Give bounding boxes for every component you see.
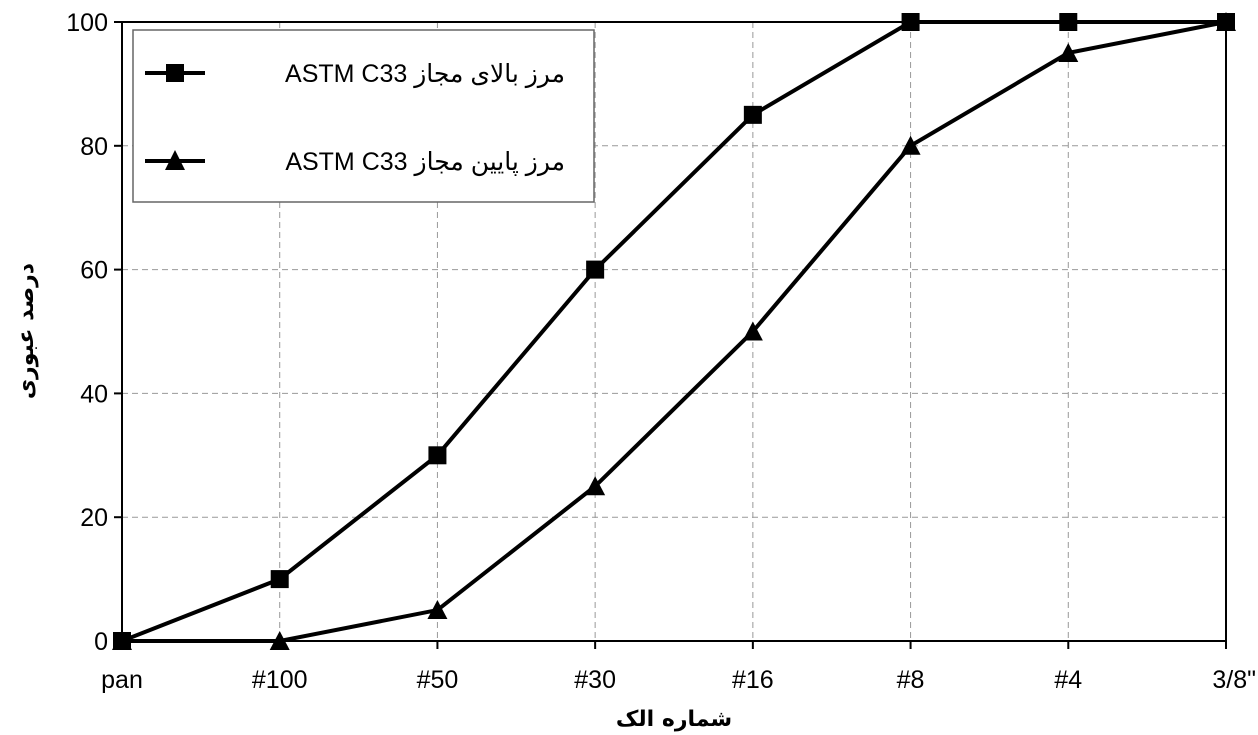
data-point-triangle xyxy=(269,631,290,650)
plot-area-frame xyxy=(121,21,1227,642)
legend: مرز بالای مجاز ASTM C33 مرز پایین مجاز A… xyxy=(132,29,595,203)
legend-marker-triangle xyxy=(165,150,185,170)
data-point-triangle xyxy=(1058,42,1079,62)
data-point-triangle xyxy=(900,135,921,155)
series-layer xyxy=(112,12,1236,650)
data-point-square xyxy=(270,570,289,589)
data-point-triangle xyxy=(112,631,132,650)
x-tick-label: #4 xyxy=(1054,666,1082,694)
y-tick-label: 40 xyxy=(80,380,108,408)
data-point-square xyxy=(901,13,920,31)
y-tick-label: 100 xyxy=(66,9,108,37)
data-point-square xyxy=(743,105,762,124)
data-point-square xyxy=(1059,13,1078,31)
x-axis-ticks: pan #100 #50 #30 #16 #8 #4 3/8" xyxy=(101,641,1256,694)
series-line-lower xyxy=(122,20,1227,643)
data-point-triangle xyxy=(1216,12,1236,31)
x-tick-label: #30 xyxy=(574,666,616,694)
y-axis-title: درصد عبوری xyxy=(14,263,39,399)
data-point-triangle xyxy=(585,476,606,496)
y-tick-label: 60 xyxy=(80,257,108,285)
data-point-triangle xyxy=(427,600,448,620)
x-tick-label: #100 xyxy=(252,666,308,694)
y-tick-label: 80 xyxy=(80,133,108,161)
data-point-triangle xyxy=(742,321,763,341)
legend-label-upper: مرز بالای مجاز ASTM C33 xyxy=(285,60,565,89)
data-point-square xyxy=(428,446,447,465)
y-axis-ticks: 0 20 40 60 80 100 xyxy=(66,9,122,656)
x-tick-label: #8 xyxy=(897,666,925,694)
legend-label-lower: مرز پایین مجاز ASTM C33 xyxy=(285,148,565,177)
legend-marker-square xyxy=(166,64,184,82)
x-tick-label: pan xyxy=(101,666,143,694)
y-tick-label: 20 xyxy=(80,504,108,532)
y-tick-label: 0 xyxy=(94,628,108,656)
x-tick-label: #16 xyxy=(732,666,774,694)
x-tick-label: #50 xyxy=(417,666,459,694)
legend-box xyxy=(132,29,595,203)
x-axis-title: شماره الک xyxy=(616,707,732,732)
data-point-square xyxy=(586,260,605,279)
series-line-upper xyxy=(121,20,1226,643)
x-tick-label: 3/8" xyxy=(1212,666,1256,694)
